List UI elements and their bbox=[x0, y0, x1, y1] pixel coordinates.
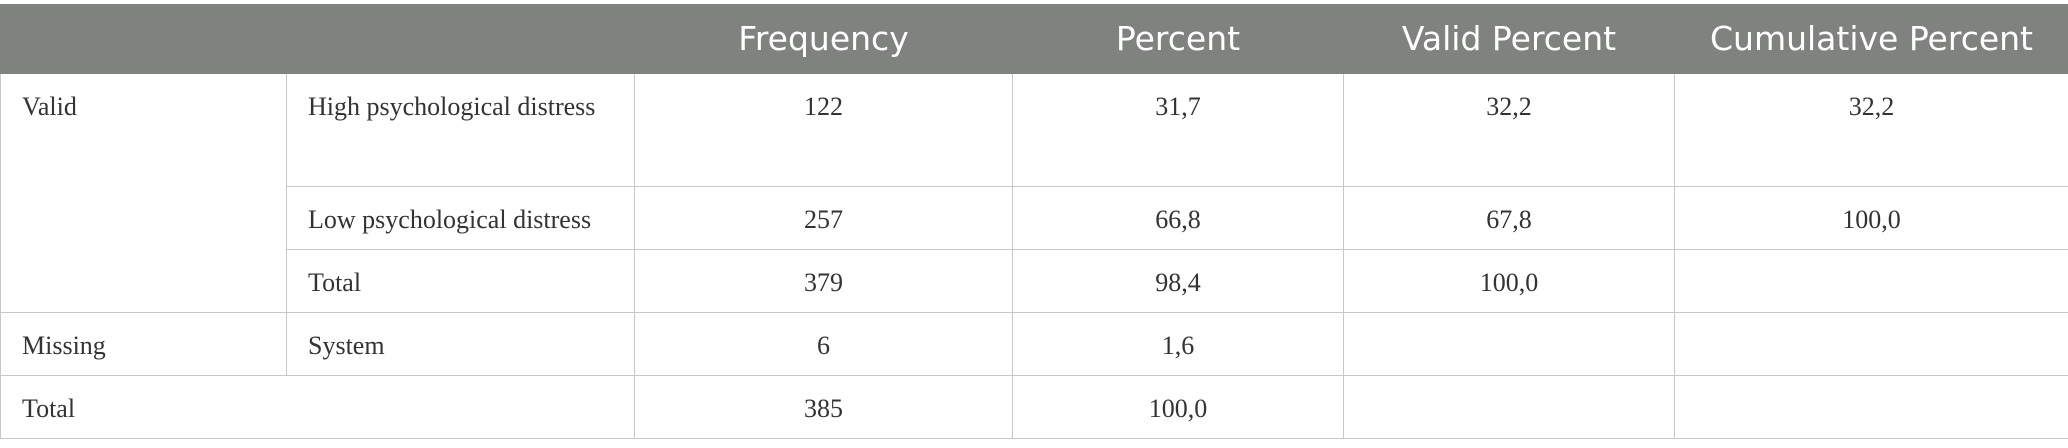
header-row: Frequency Percent Valid Percent Cumulati… bbox=[0, 4, 2068, 74]
row: Total 385 100,0 bbox=[0, 375, 2068, 439]
cell: 31,7 bbox=[1012, 73, 1344, 187]
cell: 98,4 bbox=[1012, 249, 1344, 313]
row: Valid High psychological distress 122 31… bbox=[0, 73, 2068, 313]
header-cell: Valid Percent bbox=[1343, 4, 1675, 74]
cell: 66,8 bbox=[1012, 186, 1344, 250]
page-body: Frequency Percent Valid Percent Cumulati… bbox=[0, 4, 2068, 448]
cell: 257 bbox=[634, 186, 1013, 250]
cell: 100,0 bbox=[1343, 249, 1675, 313]
row: Total 379 98,4 100,0 bbox=[1, 249, 2068, 313]
cell: 385 bbox=[634, 375, 1013, 439]
cell: 379 bbox=[634, 249, 1013, 313]
row-label: Total bbox=[0, 375, 635, 439]
group-label: Missing bbox=[0, 312, 287, 376]
header-cell: Cumulative Percent bbox=[1674, 4, 2068, 74]
cell: 122 bbox=[634, 73, 1013, 187]
cell: 67,8 bbox=[1343, 186, 1675, 250]
frequency-table: Frequency Percent Valid Percent Cumulati… bbox=[0, 4, 2068, 439]
cell: 1,6 bbox=[1012, 312, 1344, 376]
empty-cell bbox=[1343, 375, 1675, 439]
header-cell: Frequency bbox=[634, 4, 1013, 74]
row: Low psychological distress 257 66,8 67,8… bbox=[1, 186, 2068, 250]
header-blank bbox=[0, 4, 635, 74]
cell: 100,0 bbox=[1674, 186, 2068, 250]
cell: 32,2 bbox=[1343, 73, 1675, 187]
row-label: High psychological distress bbox=[286, 73, 635, 187]
cell: 32,2 bbox=[1674, 73, 2068, 187]
cell: 100,0 bbox=[1012, 375, 1344, 439]
row-label: Low psychological distress bbox=[286, 186, 635, 250]
cell: 6 bbox=[634, 312, 1013, 376]
header-cell: Percent bbox=[1012, 4, 1344, 74]
empty-cell bbox=[1674, 249, 2068, 313]
empty-cell bbox=[1674, 375, 2068, 439]
row-label: System bbox=[286, 312, 635, 376]
empty-cell bbox=[1343, 312, 1675, 376]
row-label: Total bbox=[286, 249, 635, 313]
empty-cell bbox=[1674, 312, 2068, 376]
group-label: Valid bbox=[0, 73, 287, 313]
row: Missing System 6 1,6 bbox=[0, 312, 2068, 376]
